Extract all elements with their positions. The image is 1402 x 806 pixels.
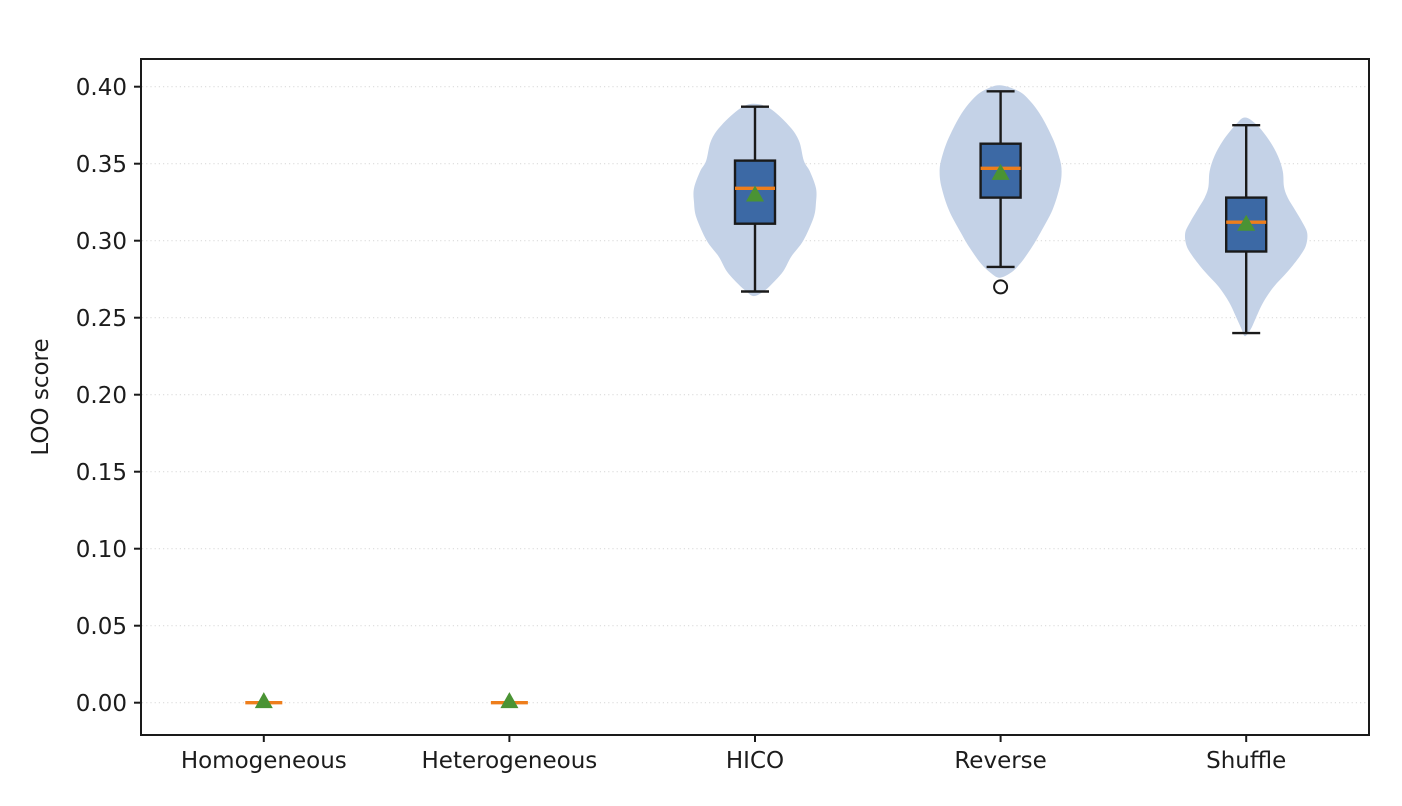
x-tick-label-shuffle: Shuffle <box>1206 748 1286 774</box>
y-tick-label-0.15: 0.15 <box>76 460 127 486</box>
y-tick-label-0.05: 0.05 <box>76 614 127 640</box>
mean-marker-shuffle <box>1237 214 1256 231</box>
outlier-reverse-0 <box>993 279 1009 295</box>
x-tick-label-reverse: Reverse <box>954 748 1046 774</box>
y-tick-label-0.20: 0.20 <box>76 383 127 409</box>
y-tick-label-0.35: 0.35 <box>76 152 127 178</box>
y-axis-label: LOO score <box>28 338 54 455</box>
y-tick-label-0.30: 0.30 <box>76 229 127 255</box>
y-tick-label-0.25: 0.25 <box>76 306 127 332</box>
x-tick-label-hico: HICO <box>726 748 784 774</box>
x-tick-label-homogeneous: Homogeneous <box>181 748 347 774</box>
mean-marker-heterogeneous <box>500 692 519 709</box>
y-tick-label-0.10: 0.10 <box>76 537 127 563</box>
y-tick-label-0.00: 0.00 <box>76 691 127 717</box>
mean-marker-homogeneous <box>254 692 273 709</box>
mean-marker-reverse <box>991 163 1010 180</box>
box-reverse <box>979 142 1022 199</box>
mean-marker-hico <box>746 185 764 202</box>
y-tick-label-0.40: 0.40 <box>76 75 127 101</box>
x-tick-label-heterogeneous: Heterogeneous <box>422 748 598 774</box>
